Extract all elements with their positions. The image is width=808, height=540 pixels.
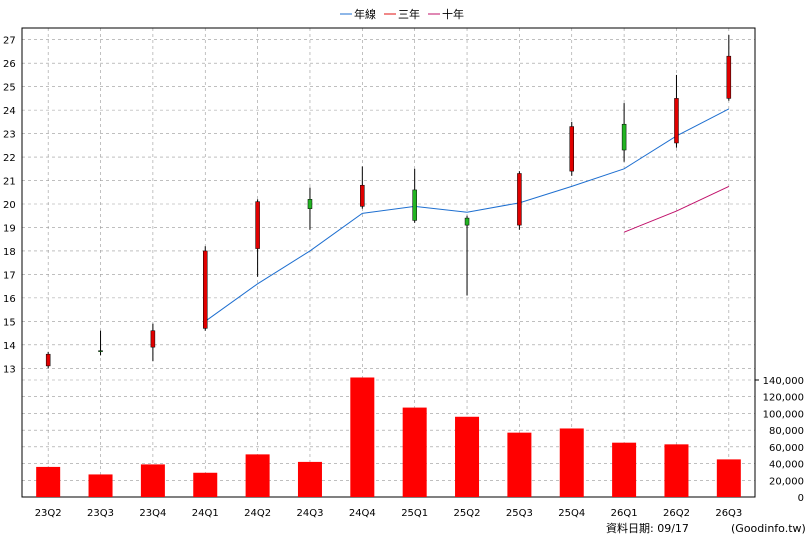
- volume-bar-23Q4: [140, 464, 165, 497]
- candle-body-24Q2: [255, 201, 260, 249]
- volume-bar-24Q2: [245, 454, 270, 497]
- volume-bar-25Q1: [402, 407, 427, 497]
- legend-label-2: 十年: [442, 7, 464, 21]
- price-tick-label: 15: [3, 317, 16, 328]
- volume-bar-23Q2: [36, 466, 61, 497]
- legend: 年線 三年 十年: [340, 7, 464, 21]
- volume-bar-23Q3: [88, 474, 113, 497]
- candle-body-23Q2: [45, 353, 51, 367]
- category-tick-label: 23Q4: [139, 508, 166, 519]
- footer-date: 資料日期: 09/17: [606, 521, 689, 535]
- price-tick-label: 24: [3, 106, 16, 117]
- price-tick-label: 17: [3, 270, 16, 281]
- candle-body-24Q3: [307, 199, 313, 209]
- legend-label-1: 三年: [398, 7, 420, 21]
- price-tick-label: 23: [3, 130, 16, 141]
- plot-border: [21, 27, 756, 498]
- volume-tick-label: 80,000: [769, 426, 804, 437]
- price-tick-label: 22: [3, 153, 16, 164]
- volume-bar-25Q4: [559, 428, 584, 497]
- category-tick-label: 24Q4: [349, 508, 376, 519]
- average-lines: [204, 108, 730, 322]
- candle-body-25Q4: [569, 126, 574, 172]
- grid: [22, 28, 755, 498]
- line-year: [204, 108, 730, 322]
- footer-source: (Goodinfo.tw): [731, 522, 806, 535]
- volume-tick-label: 40,000: [769, 460, 804, 471]
- category-tick-label: 25Q2: [454, 508, 481, 519]
- volume-tick-label: 60,000: [769, 443, 804, 454]
- category-tick-label: 24Q3: [296, 508, 323, 519]
- volume-bar-26Q1: [612, 442, 637, 497]
- volume-bar-25Q3: [507, 432, 532, 497]
- legend-label-0: 年線: [354, 7, 376, 21]
- candle-body-25Q3: [517, 173, 522, 226]
- price-tick-label: 20: [3, 200, 16, 211]
- candle-body-23Q3: [98, 350, 103, 352]
- line-three-year: [623, 185, 730, 233]
- price-tick-label: 14: [3, 341, 16, 352]
- volume-bar-26Q3: [716, 459, 741, 497]
- axes: 13 14 15 16 17 18 19 20 21 22 23 24 25 26 27 0 20,000 40,…: [3, 36, 804, 519]
- category-tick-label: 26Q1: [611, 508, 638, 519]
- volume-bars: [36, 377, 741, 497]
- price-tick-label: 21: [3, 177, 16, 188]
- category-tick-label: 23Q3: [87, 508, 114, 519]
- volume-bar-24Q3: [297, 461, 322, 497]
- candle-body-23Q4: [150, 330, 156, 348]
- candle-body-25Q1: [412, 189, 417, 221]
- volume-bar-26Q2: [664, 444, 689, 497]
- price-tick-label: 19: [3, 223, 16, 234]
- volume-bar-24Q1: [193, 472, 218, 497]
- volume-bar-25Q2: [455, 416, 480, 497]
- candle-body-25Q2: [464, 217, 470, 226]
- price-tick-label: 25: [3, 83, 16, 94]
- category-tick-label: 24Q2: [244, 508, 271, 519]
- volume-tick-label: 20,000: [769, 476, 804, 487]
- category-tick-label: 25Q3: [506, 508, 533, 519]
- category-tick-label: 24Q1: [192, 508, 219, 519]
- plot-frame: [21, 27, 759, 498]
- price-tick-label: 13: [3, 364, 16, 375]
- volume-tick-label: 0: [798, 493, 804, 504]
- category-tick-label: 26Q2: [663, 508, 690, 519]
- candles: [45, 35, 732, 369]
- volume-tick-label: 100,000: [763, 409, 804, 420]
- category-tick-label: 25Q4: [558, 508, 585, 519]
- candle-body-26Q1: [621, 123, 627, 151]
- price-tick-label: 18: [3, 247, 16, 258]
- candle-body-26Q2: [674, 98, 679, 144]
- volume-bar-24Q4: [350, 377, 375, 497]
- candle-body-26Q3: [726, 55, 732, 99]
- candle-body-24Q1: [203, 250, 208, 329]
- category-tick-label: 25Q1: [401, 508, 428, 519]
- price-tick-label: 26: [3, 59, 16, 70]
- price-tick-label: 27: [3, 36, 16, 47]
- category-tick-label: 26Q3: [715, 508, 742, 519]
- candle-body-24Q4: [360, 184, 365, 207]
- volume-tick-label: 120,000: [763, 393, 804, 404]
- volume-tick-label: 140,000: [763, 376, 804, 387]
- price-tick-label: 16: [3, 294, 16, 305]
- category-tick-label: 23Q2: [35, 508, 62, 519]
